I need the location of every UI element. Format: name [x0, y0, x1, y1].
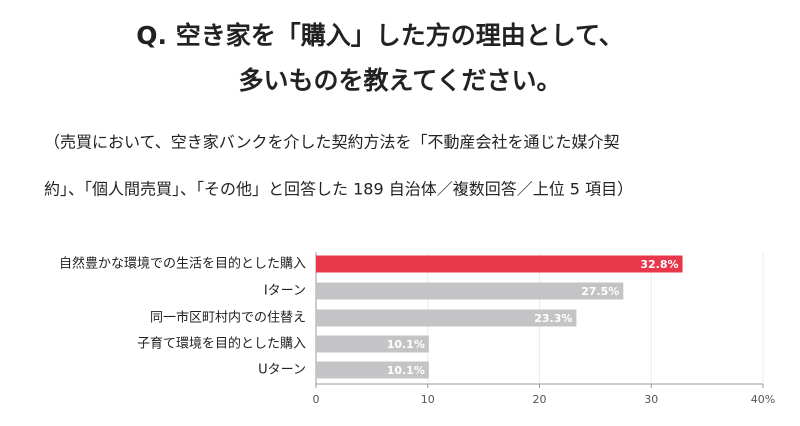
bar	[316, 361, 429, 379]
y-tick-label: 同一市区町村内での住替え	[150, 310, 306, 326]
x-tick-label: 20	[533, 393, 547, 406]
bar	[316, 335, 429, 353]
value-label: 23.3%	[534, 312, 572, 325]
bar	[316, 282, 624, 300]
y-tick-label: 自然豊かな環境での生活を目的とした購入	[59, 256, 306, 272]
chart-subtitle: （売買において、空き家バンクを介した契約方法を「不動産会社を通じた媒介契	[44, 133, 620, 152]
y-tick-label: 子育て環境を目的とした購入	[137, 336, 306, 352]
x-tick-label: 0	[313, 393, 320, 406]
value-label: 32.8%	[640, 258, 678, 271]
x-tick-label: 10	[421, 393, 435, 406]
bar	[316, 255, 683, 273]
chart-title: Q. 空き家を「購入」した方の理由として、	[136, 21, 623, 50]
value-label: 10.1%	[387, 364, 425, 377]
bar	[316, 309, 577, 327]
y-tick-label: Iターン	[264, 284, 306, 299]
chart-subtitle: 約」、「個人間売買」、「その他」と回答した 189 自治体／複数回答／上位 5 …	[44, 180, 633, 199]
y-tick-label: Uターン	[258, 363, 306, 378]
value-label: 10.1%	[387, 338, 425, 351]
x-tick-label: 30	[644, 393, 658, 406]
value-label: 27.5%	[581, 285, 619, 298]
chart-title: 多いものを教えてください。	[238, 66, 561, 95]
x-tick-label: 40%	[751, 393, 775, 406]
